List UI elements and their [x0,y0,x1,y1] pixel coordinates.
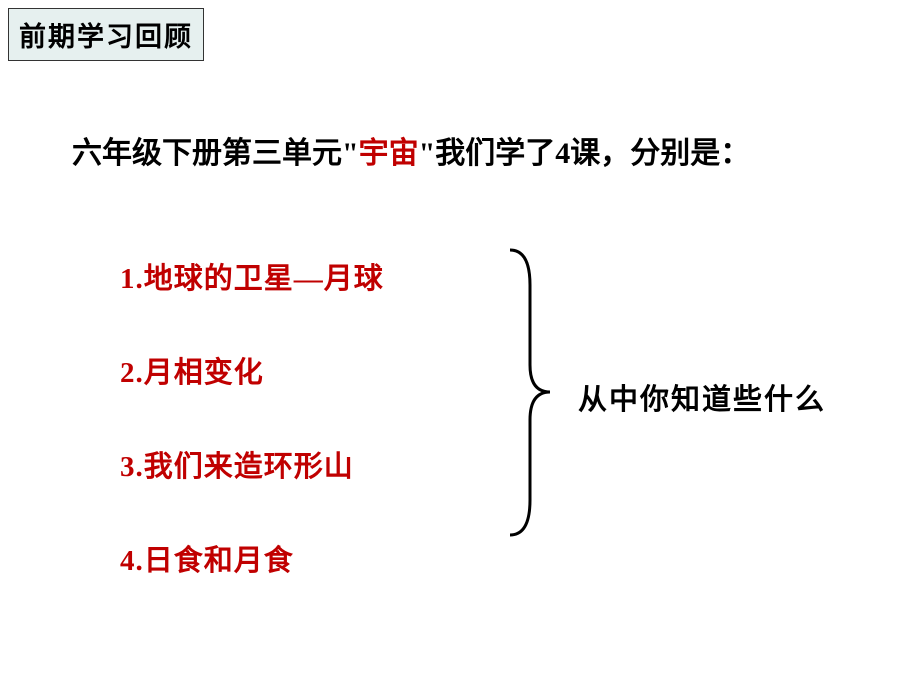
side-text: 从中你知道些什么 [578,376,826,418]
list-item: 2.月相变化 [120,349,384,391]
intro-highlight: 宇宙 [359,137,419,170]
lesson-list: 1.地球的卫星—月球 2.月相变化 3.我们来造环形山 4.日食和月食 [120,255,384,631]
intro-prefix: 六年级下册第三单元" [72,137,359,170]
list-item: 1.地球的卫星—月球 [120,255,384,297]
intro-text: 六年级下册第三单元"宇宙"我们学了4课，分别是： [72,128,750,172]
list-item: 3.我们来造环形山 [120,443,384,485]
brace-icon [500,245,560,540]
header-badge: 前期学习回顾 [8,8,204,61]
intro-suffix: "我们学了4课，分别是： [419,137,751,170]
list-item: 4.日食和月食 [120,537,384,579]
